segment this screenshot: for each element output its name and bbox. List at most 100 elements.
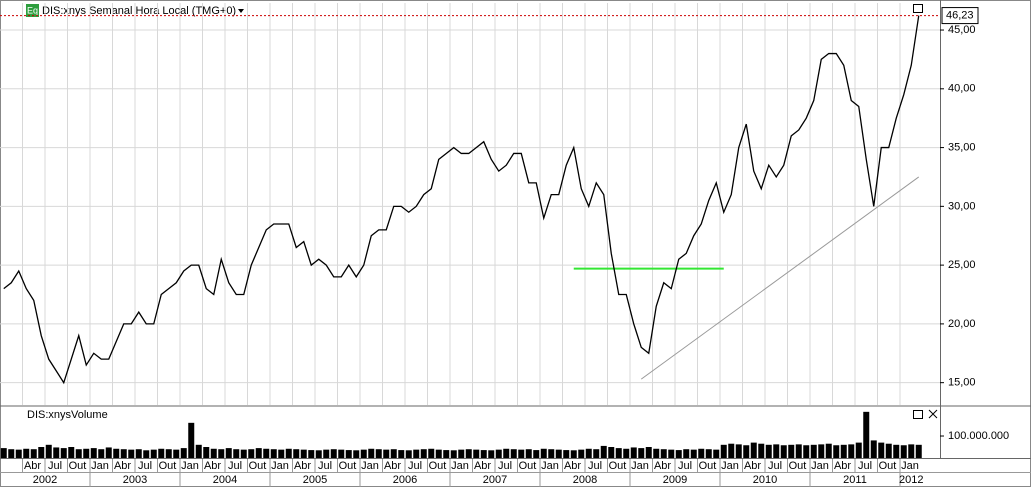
volume-bar: [885, 443, 892, 458]
volume-bar: [608, 447, 615, 458]
year-label: 2005: [303, 474, 327, 486]
year-label: 2010: [753, 474, 777, 486]
volume-bar: [30, 449, 37, 458]
volume-bar: [240, 449, 247, 458]
volume-bar: [713, 449, 720, 458]
x-tick-label: Jan: [361, 460, 379, 472]
volume-bar: [8, 449, 15, 458]
volume-bar: [323, 449, 330, 458]
volume-bar: [338, 449, 345, 458]
volume-bar: [818, 444, 825, 458]
volume-bar: [315, 450, 322, 458]
dropdown[interactable]: [238, 9, 244, 13]
volume-bar: [735, 444, 742, 458]
x-tick-label: Abr: [834, 460, 851, 472]
x-tick-label: Out: [249, 460, 267, 472]
volume-bar: [278, 449, 285, 458]
volume-bar: [75, 449, 82, 458]
volume-bar: [698, 448, 705, 458]
volume-bar: [563, 450, 570, 458]
x-tick-label: Jan: [811, 460, 829, 472]
volume-bar: [833, 445, 840, 458]
volume-bar: [825, 443, 832, 458]
volume-bar: [390, 449, 397, 458]
year-label: 2003: [123, 474, 147, 486]
volume-bar: [405, 450, 412, 458]
x-tick-label: Abr: [294, 460, 311, 472]
volume-bar: [855, 442, 862, 458]
volume-bar: [360, 449, 367, 458]
volume-bar: [15, 449, 22, 458]
x-tick-label: Out: [609, 460, 627, 472]
x-tick-label: Jan: [181, 460, 199, 472]
volume-bar: [180, 448, 187, 458]
volume-bar: [623, 448, 630, 458]
x-tick-label: Out: [789, 460, 807, 472]
year-label: 2009: [663, 474, 687, 486]
volume-bar: [765, 444, 772, 458]
volume-bar: [660, 449, 667, 458]
volume-bar: [495, 449, 502, 458]
x-tick-label: Jul: [678, 460, 692, 472]
volume-bar: [510, 449, 517, 458]
volume-bar: [188, 422, 195, 458]
volume-bar: [773, 444, 780, 458]
volume-bar: [443, 450, 450, 458]
x-tick-label: Jan: [901, 460, 919, 472]
volume-bar: [653, 448, 660, 458]
volume-bar: [675, 450, 682, 458]
volume-bar: [878, 442, 885, 458]
volume-bar: [368, 448, 375, 458]
volume-bar: [68, 447, 75, 458]
x-tick-label: Out: [429, 460, 447, 472]
volume-bar: [630, 447, 637, 458]
close-button[interactable]: [928, 409, 938, 419]
volume-bar: [263, 448, 270, 458]
volume-bar: [173, 449, 180, 458]
volume-bar: [473, 449, 480, 458]
volume-bar: [135, 449, 142, 458]
y-tick-label: 45,00: [948, 24, 976, 36]
volume-bar: [113, 448, 120, 458]
volume-bar: [248, 449, 255, 458]
x-tick-label: Jul: [318, 460, 332, 472]
volume-bar: [840, 444, 847, 458]
volume-bar: [758, 443, 765, 458]
volume-bar: [668, 449, 675, 458]
year-label: 2006: [393, 474, 417, 486]
volume-bar: [705, 449, 712, 458]
volume-bar: [848, 444, 855, 458]
x-tick-label: Jan: [721, 460, 739, 472]
volume-bar: [105, 447, 112, 458]
y-tick-label: 15,00: [948, 377, 976, 389]
y-tick-label: 25,00: [948, 259, 976, 271]
volume-bar: [503, 448, 510, 458]
x-tick-label: Jul: [498, 460, 512, 472]
volume-bar: [300, 449, 307, 458]
x-tick-label: Jan: [541, 460, 559, 472]
x-tick-label: Jan: [631, 460, 649, 472]
maximize-button[interactable]: [913, 410, 923, 419]
volume-bar: [780, 445, 787, 458]
year-label: 2008: [573, 474, 597, 486]
volume-bar: [435, 449, 442, 458]
volume-bar: [38, 447, 45, 458]
volume-bar: [795, 444, 802, 458]
x-tick-label: Jul: [858, 460, 872, 472]
x-tick-label: Abr: [24, 460, 41, 472]
volume-bar: [540, 448, 547, 458]
volume-bar: [458, 449, 465, 458]
volume-bar: [720, 444, 727, 458]
year-label: 2002: [33, 474, 57, 486]
volume-bar: [870, 440, 877, 458]
volume-bar: [908, 444, 915, 458]
volume-bar: [615, 448, 622, 458]
x-tick-label: Jan: [271, 460, 289, 472]
volume-bar: [683, 449, 690, 458]
maximize-button[interactable]: [913, 4, 923, 13]
year-label: 2004: [213, 474, 237, 486]
x-tick-label: Jan: [91, 460, 109, 472]
x-tick-label: Abr: [114, 460, 131, 472]
